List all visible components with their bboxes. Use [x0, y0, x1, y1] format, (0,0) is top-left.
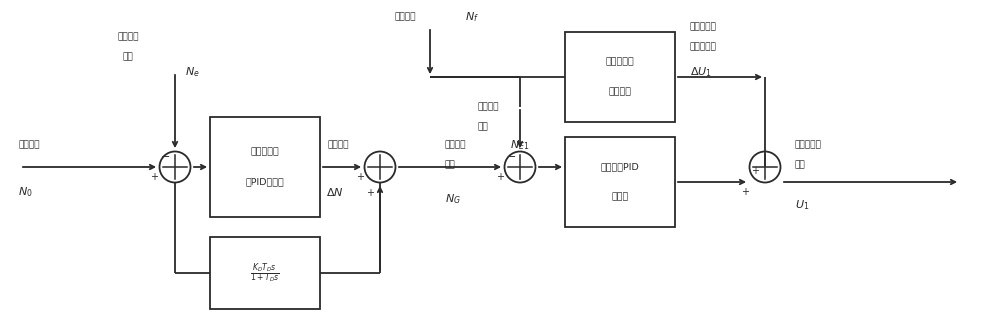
Text: 开度: 开度: [795, 161, 806, 169]
Text: 燃机负荷: 燃机负荷: [445, 141, 466, 149]
Text: $N_G$: $N_G$: [445, 192, 461, 206]
Text: 功率: 功率: [123, 53, 133, 61]
Text: 燃机燃料阀: 燃机燃料阀: [690, 23, 717, 31]
Text: +: +: [356, 172, 364, 182]
Text: 算PID控制器: 算PID控制器: [246, 178, 284, 186]
Text: 机组实发: 机组实发: [117, 32, 139, 42]
Text: 燃料指令计: 燃料指令计: [251, 147, 279, 157]
Text: $U_1$: $U_1$: [795, 198, 809, 212]
Bar: [565, 137, 675, 227]
Text: 燃机实发: 燃机实发: [478, 102, 499, 112]
Text: $\frac{K_D T_D s}{1+T_D s}$: $\frac{K_D T_D s}{1+T_D s}$: [250, 261, 280, 285]
Text: $\Delta U_1$: $\Delta U_1$: [690, 65, 712, 79]
Text: 燃机燃料阀: 燃机燃料阀: [795, 141, 822, 149]
Text: +: +: [741, 187, 749, 197]
Text: $N_0$: $N_0$: [18, 185, 33, 199]
Text: 燃机负荷PID: 燃机负荷PID: [601, 163, 639, 171]
Bar: [210, 237, 320, 309]
Text: 指令: 指令: [445, 161, 456, 169]
Text: 一次调频: 一次调频: [395, 12, 416, 22]
Text: 模糊规则前: 模糊规则前: [606, 58, 634, 66]
Bar: [210, 117, 320, 217]
Text: +: +: [751, 166, 759, 176]
Text: +: +: [496, 172, 504, 182]
Text: +: +: [366, 188, 374, 198]
Text: −: −: [507, 152, 517, 162]
Text: 开度变化量: 开度变化量: [690, 43, 717, 51]
Text: 控制器: 控制器: [611, 193, 629, 201]
Text: −: −: [161, 152, 171, 162]
Text: $N_{E1}$: $N_{E1}$: [510, 138, 529, 152]
Text: +: +: [150, 172, 158, 182]
Text: 负荷指令: 负荷指令: [18, 141, 40, 149]
Text: $\Delta N$: $\Delta N$: [326, 186, 344, 198]
Text: $N_f$: $N_f$: [465, 10, 479, 24]
Text: 功率: 功率: [478, 123, 489, 131]
Text: 馈控制器: 馈控制器: [608, 88, 632, 96]
Text: $N_e$: $N_e$: [185, 65, 200, 79]
Bar: [565, 32, 675, 122]
Text: 负荷偏差: 负荷偏差: [328, 141, 350, 149]
